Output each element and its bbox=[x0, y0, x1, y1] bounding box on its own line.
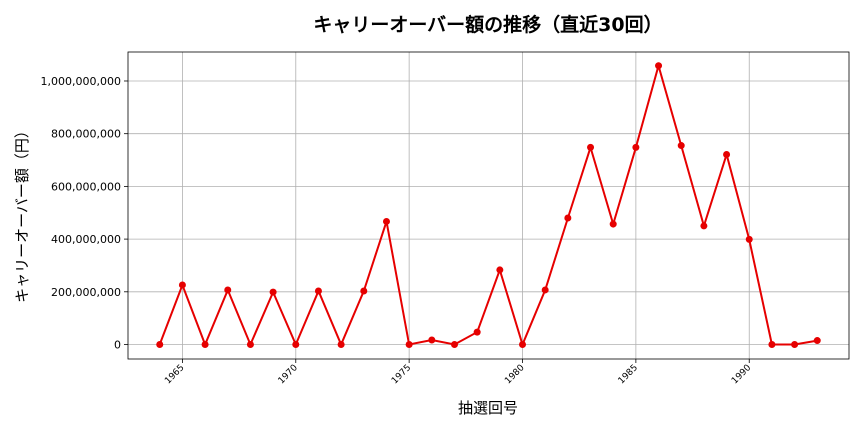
y-tick-label: 600,000,000 bbox=[51, 180, 121, 193]
data-point bbox=[314, 287, 322, 295]
y-tick-label: 200,000,000 bbox=[51, 286, 121, 299]
x-ticks: 1965 1970 1975 1980 1985 1990 bbox=[163, 359, 754, 386]
data-point bbox=[519, 341, 527, 349]
data-point bbox=[450, 341, 458, 349]
x-tick-label: 1980 bbox=[503, 363, 526, 386]
data-point bbox=[700, 222, 708, 230]
data-point bbox=[428, 336, 436, 344]
data-point bbox=[178, 281, 186, 289]
y-tick-label: 0 bbox=[114, 339, 121, 352]
data-point bbox=[587, 143, 595, 151]
data-point bbox=[655, 62, 663, 70]
y-tick-label: 800,000,000 bbox=[51, 128, 121, 141]
data-point bbox=[156, 341, 164, 349]
data-point bbox=[473, 328, 481, 336]
data-point bbox=[292, 341, 300, 349]
data-point bbox=[745, 235, 753, 243]
data-point bbox=[496, 266, 504, 274]
data-point bbox=[609, 220, 617, 228]
chart-title: キャリーオーバー額の推移（直近30回） bbox=[313, 13, 662, 36]
data-point bbox=[382, 217, 390, 225]
data-point bbox=[541, 286, 549, 294]
data-point bbox=[224, 286, 232, 294]
data-point bbox=[201, 341, 209, 349]
data-point bbox=[791, 341, 799, 349]
plot-frame bbox=[127, 51, 850, 360]
y-tick-label: 1,000,000,000 bbox=[41, 75, 121, 88]
data-point bbox=[269, 288, 277, 296]
data-point bbox=[405, 341, 413, 349]
data-point bbox=[677, 142, 685, 150]
x-tick-label: 1975 bbox=[390, 363, 413, 386]
data-point bbox=[360, 287, 368, 295]
data-point bbox=[723, 151, 731, 159]
x-tick-label: 1990 bbox=[730, 363, 753, 386]
series-line bbox=[158, 61, 818, 348]
y-ticks: 0 200,000,000 400,000,000 600,000,000 800,00… bbox=[41, 75, 128, 352]
x-tick-label: 1985 bbox=[617, 363, 640, 386]
data-point bbox=[632, 143, 640, 151]
data-point bbox=[564, 214, 572, 222]
x-tick-label: 1970 bbox=[277, 363, 300, 386]
grid-layer bbox=[128, 52, 849, 359]
x-tick-label: 1965 bbox=[163, 363, 186, 386]
data-points bbox=[156, 62, 821, 349]
data-point bbox=[813, 337, 821, 345]
data-point bbox=[246, 341, 254, 349]
x-axis-label: 抽選回号 bbox=[458, 399, 518, 417]
y-tick-label: 400,000,000 bbox=[51, 233, 121, 246]
y-axis-label: キャリーオーバー額（円） bbox=[13, 123, 31, 303]
data-point bbox=[337, 341, 345, 349]
data-point bbox=[768, 341, 776, 349]
